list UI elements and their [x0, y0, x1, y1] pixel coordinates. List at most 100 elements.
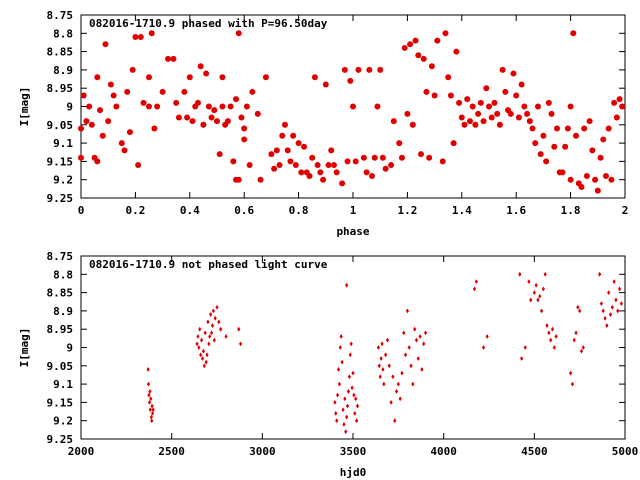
data-point — [387, 363, 391, 369]
data-point — [439, 158, 446, 165]
data-point — [217, 319, 221, 325]
data-point — [616, 96, 623, 103]
data-point — [539, 308, 544, 314]
data-point — [150, 418, 154, 424]
data-point — [488, 114, 495, 121]
data-point — [379, 154, 386, 161]
data-point — [536, 297, 540, 303]
data-point — [148, 407, 152, 413]
data-point — [548, 110, 555, 117]
data-point — [246, 162, 253, 169]
data-point — [345, 282, 349, 288]
data-point — [199, 352, 203, 358]
y-tick-label: 9 — [66, 342, 73, 355]
data-point — [317, 169, 324, 176]
data-point — [184, 114, 191, 121]
data-point — [343, 396, 347, 402]
data-point — [477, 99, 484, 106]
data-point — [581, 125, 588, 132]
data-point — [279, 132, 286, 139]
y-tick-label: 9.15 — [47, 396, 74, 409]
data-point — [481, 345, 486, 350]
data-point — [515, 114, 522, 121]
x-tick-label: 1.4 — [452, 204, 472, 217]
data-point — [230, 158, 237, 165]
data-point — [567, 176, 574, 183]
data-point — [537, 151, 544, 158]
data-point — [349, 341, 353, 347]
data-point — [202, 363, 206, 369]
data-point — [107, 81, 114, 88]
data-point — [203, 330, 207, 336]
plot-frame — [80, 255, 626, 440]
data-point — [422, 341, 426, 347]
data-point — [334, 410, 338, 416]
x-tick-label: 3000 — [249, 445, 276, 458]
data-point — [173, 99, 180, 106]
data-point — [583, 173, 590, 180]
data-point — [607, 290, 611, 295]
data-point — [200, 121, 207, 128]
x-tick-label: 0.6 — [234, 204, 254, 217]
data-point — [113, 103, 120, 110]
data-point — [210, 323, 215, 328]
data-point — [518, 81, 525, 88]
data-point — [371, 154, 378, 161]
data-point — [578, 184, 585, 191]
data-point — [351, 370, 355, 376]
data-point — [124, 88, 131, 95]
data-point — [394, 389, 399, 394]
data-point — [569, 370, 573, 376]
data-point — [200, 356, 205, 361]
data-point — [562, 143, 569, 150]
data-point — [586, 118, 593, 125]
data-point — [338, 345, 342, 350]
data-point — [576, 304, 580, 310]
data-point — [385, 337, 390, 343]
data-point — [353, 410, 357, 416]
data-point — [78, 125, 84, 132]
data-point — [610, 304, 614, 310]
data-point — [216, 151, 223, 158]
data-point — [355, 418, 359, 424]
data-point — [213, 315, 217, 321]
data-point — [170, 55, 177, 62]
data-point — [518, 271, 522, 277]
data-point — [597, 154, 604, 161]
data-point — [605, 323, 609, 328]
data-point — [237, 326, 241, 332]
unphased-light-curve-plot: 2000 2500 3000 3500 4000 4500 5000 8.75 8.8 8.85 8… — [18, 250, 638, 479]
y-tick-label: 8.9 — [53, 64, 73, 77]
data-point — [212, 337, 216, 343]
data-point — [197, 345, 201, 350]
data-point — [314, 162, 321, 169]
data-point — [616, 308, 620, 314]
data-point — [538, 293, 542, 299]
data-point — [342, 421, 346, 427]
data-point — [502, 88, 509, 95]
data-point — [235, 176, 242, 183]
data-point — [458, 114, 465, 121]
data-point — [581, 345, 585, 350]
plot-title: 082016-1710.9 not phased light curve — [89, 258, 328, 271]
data-point — [238, 114, 245, 121]
data-point — [559, 169, 566, 176]
data-point — [322, 81, 329, 88]
data-point — [347, 374, 351, 380]
data-point — [592, 176, 599, 183]
data-point — [99, 132, 106, 139]
x-tick-label: 2500 — [158, 445, 185, 458]
data-point — [520, 356, 524, 361]
x-tick-label: 2 — [622, 204, 629, 217]
data-point — [333, 400, 337, 405]
y-tick-label: 9.25 — [47, 433, 74, 446]
y-tick-label: 9.1 — [53, 378, 73, 391]
data-point — [617, 286, 622, 292]
data-point — [335, 392, 340, 398]
data-point — [204, 359, 208, 365]
data-point — [354, 396, 358, 402]
y-tick-label: 9.1 — [53, 137, 73, 150]
data-point — [619, 103, 626, 110]
data-point — [474, 279, 478, 285]
data-point — [214, 118, 220, 125]
